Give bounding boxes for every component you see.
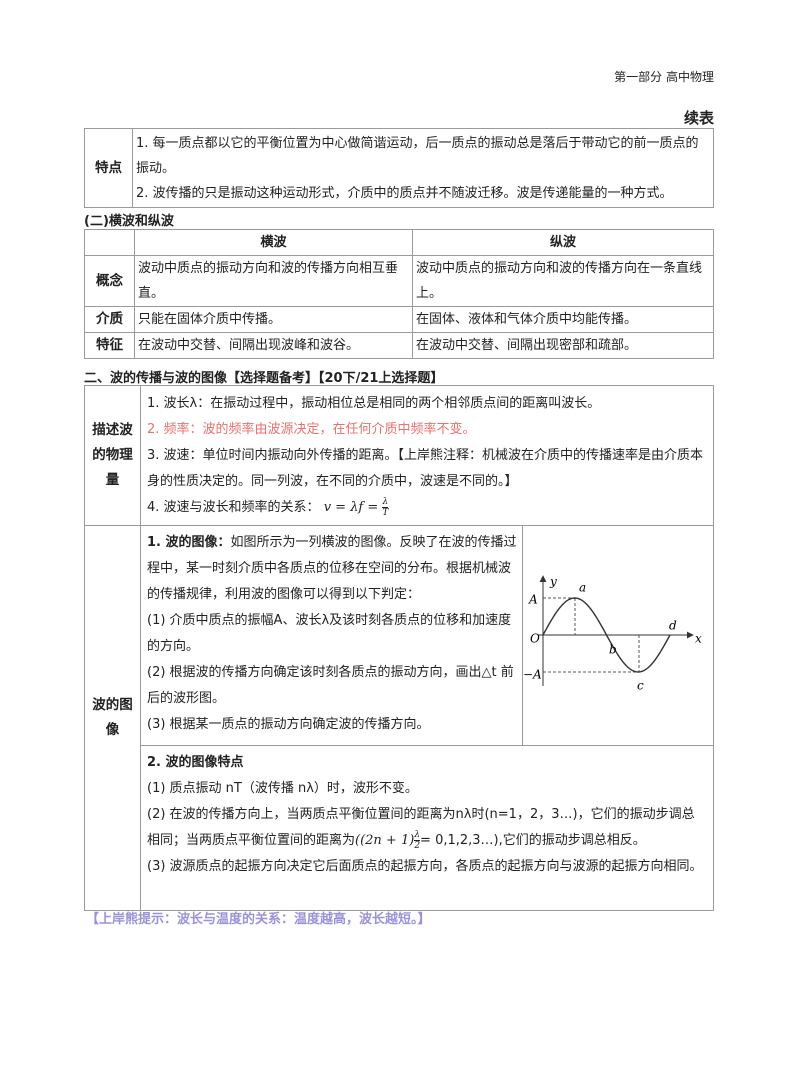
item-text: 4. 波速与波长和频率的关系： — [147, 499, 320, 515]
part1-text: 1. 波的图像：如图所示为一列横波的图像。反映了在波的传播过程中，某一时刻介质中… — [141, 526, 522, 745]
table: 特点 1. 每一质点都以它的平衡位置为中心做简谐运动，后一质点的振动总是落后于带… — [84, 128, 714, 208]
point-label: c — [637, 679, 644, 693]
text: (2) 在波的传播方向上，当两质点平衡位置间的距离为nλ时(n=1，2，3…)，… — [147, 807, 695, 848]
row-label: 描述波的物理量 — [84, 385, 141, 526]
wave-image-table: 描述波的物理量 1. 波长λ：在振动过程中，振动相位总是相同的两个相邻质点间的距… — [84, 385, 714, 911]
column-header: 纵波 — [412, 229, 714, 256]
item: (2) 在波的传播方向上，当两质点平衡位置间的距离为nλ时(n=1，2，3…)，… — [147, 802, 707, 854]
cell: 在固体、液体和气体介质中均能传播。 — [412, 306, 714, 333]
axis-label: −A — [523, 668, 542, 682]
cell: 1. 波长λ：在振动过程中，振动相位总是相同的两个相邻质点间的距离叫波长。 2.… — [140, 385, 714, 526]
heading: 1. 波的图像： — [147, 535, 231, 550]
point-label: b — [609, 643, 617, 657]
point-label: d — [669, 619, 677, 633]
row-label: 特点 — [84, 128, 133, 208]
cell: 只能在固体介质中传播。 — [134, 306, 413, 333]
item: (3) 根据某一质点的振动方向确定波的传播方向。 — [147, 717, 430, 732]
item: (2) 根据波的传播方向确定该时刻各质点的振动方向，画出△t 前后的波形图。 — [147, 665, 514, 706]
table: 描述波的物理量 1. 波长λ：在振动过程中，振动相位总是相同的两个相邻质点间的距… — [84, 385, 714, 911]
row-label: 特征 — [84, 332, 135, 359]
cell: 1. 每一质点都以它的平衡位置为中心做简谐运动，后一质点的振动总是落后于带动它的… — [132, 128, 714, 208]
item: 2. 频率：波的频率由波源决定，在任何介质中频率不变。 — [147, 421, 476, 437]
wave-curve — [542, 597, 671, 673]
table: 横波 纵波 概念 波动中质点的振动方向和波的传播方向相互垂直。 波动中质点的振动… — [84, 229, 714, 359]
formula: v = λf = — [323, 499, 379, 515]
axis-label: y — [549, 575, 557, 589]
section-title: (二)横波和纵波 — [84, 214, 174, 229]
row-label: 介质 — [84, 306, 135, 333]
item: 2. 波传播的只是振动这种运动形式，介质中的质点并不随波迁移。波是传递能量的一种… — [136, 185, 673, 201]
denominator: 2 — [414, 841, 421, 851]
running-header: 第一部分 高中物理 — [614, 70, 714, 84]
item: (3) 波源质点的起振方向决定它后面质点的起振方向，各质点的起振方向与波源的起振… — [147, 859, 703, 874]
wave-figure: y x A −A O a b c d — [523, 575, 702, 693]
item: (1) 介质中质点的振幅A、波长λ及该时刻各质点的位移和加速度的方向。 — [147, 613, 512, 654]
numerator: λ — [414, 830, 421, 841]
denominator: T — [382, 507, 389, 518]
numerator: λ — [382, 496, 389, 508]
item: (1) 质点振动 nT（波传播 nλ）时，波形不变。 — [147, 781, 418, 796]
cell: 1. 波的图像：如图所示为一列横波的图像。反映了在波的传播过程中，某一时刻介质中… — [140, 525, 714, 911]
axis-label: x — [695, 632, 702, 646]
wave-type-table: 横波 纵波 概念 波动中质点的振动方向和波的传播方向相互垂直。 波动中质点的振动… — [84, 229, 714, 359]
paragraph: 1. 波的图像：如图所示为一列横波的图像。反映了在波的传播过程中，某一时刻介质中… — [147, 530, 518, 608]
item: 3. 波速：单位时间内振动向外传播的距离。【上岸熊注释：机械波在介质中的传播速率… — [147, 447, 704, 489]
axis-label: A — [528, 593, 538, 607]
formula: ((2n + 1) — [355, 833, 415, 848]
cell: 在波动中交替、间隔出现波峰和波谷。 — [134, 332, 413, 359]
item: 1. 波长λ：在振动过程中，振动相位总是相同的两个相邻质点间的距离叫波长。 — [147, 395, 601, 411]
cell: 波动中质点的振动方向和波的传播方向在一条直线上。 — [412, 255, 714, 307]
corner-cell — [84, 229, 135, 256]
continued-label: 续表 — [683, 109, 714, 127]
origin-label: O — [530, 632, 540, 646]
text: = 0,1,2,3…),它们的振动步调总相反。 — [420, 833, 646, 848]
cell: 波动中质点的振动方向和波的传播方向相互垂直。 — [134, 255, 413, 307]
figure-cell: y x A −A O a b c d — [522, 526, 713, 745]
item: 1. 每一质点都以它的平衡位置为中心做简谐运动，后一质点的振动总是落后于带动它的… — [136, 135, 699, 176]
heading: 2. 波的图像特点 — [147, 755, 244, 770]
tip-note: 【上岸熊提示：波长与温度的关系：温度越高，波长越短。】 — [86, 912, 431, 927]
text: 如图所示为一列横波的图像。反映了在波的传播过程中，某一时刻介质中各质点的位移在空… — [147, 535, 517, 602]
point-label: a — [579, 581, 586, 595]
cell: 在波动中交替、间隔出现密部和疏部。 — [412, 332, 714, 359]
row-label: 波的图像 — [84, 525, 141, 911]
part2: 2. 波的图像特点 (1) 质点振动 nT（波传播 nλ）时，波形不变。 (2)… — [141, 746, 713, 910]
part1: 1. 波的图像：如图所示为一列横波的图像。反映了在波的传播过程中，某一时刻介质中… — [141, 526, 713, 746]
section-title: 二、波的传播与波的图像【选择题备考】【20下/21上选择题】 — [84, 371, 444, 386]
column-header: 横波 — [134, 229, 413, 256]
row-label: 概念 — [84, 255, 135, 307]
feature-table: 特点 1. 每一质点都以它的平衡位置为中心做简谐运动，后一质点的振动总是落后于带… — [84, 128, 714, 208]
